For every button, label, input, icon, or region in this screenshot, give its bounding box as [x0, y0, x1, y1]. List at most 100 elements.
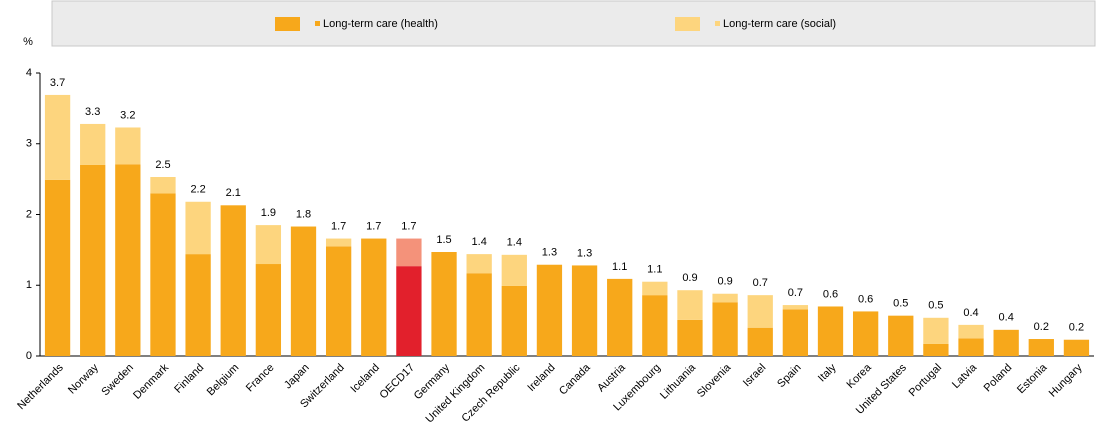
bar-segment [501, 254, 527, 286]
legend-marker [715, 21, 720, 26]
bar-segment [325, 246, 352, 356]
total-label: 3.2 [120, 109, 135, 121]
bar-segment [993, 329, 1019, 356]
bar-segment [466, 273, 492, 356]
bar-segment [747, 295, 773, 328]
legend-swatch [275, 17, 300, 31]
total-label: 2.1 [226, 187, 241, 199]
bar-segment [923, 343, 949, 356]
bar-segment [817, 306, 844, 356]
x-tick-label: Portugal [907, 362, 944, 399]
bar-segment [501, 285, 527, 356]
total-label: 1.3 [577, 247, 592, 259]
bar-segment [571, 265, 598, 356]
x-tick-label: Denmark [131, 361, 171, 401]
total-label: 0.4 [999, 312, 1014, 324]
x-tick-label: Poland [982, 362, 1015, 395]
bar-segment [396, 266, 422, 356]
legend-box [51, 0, 1096, 47]
bar-segment [115, 127, 141, 165]
y-tick-label: 3 [26, 138, 32, 150]
bar-segment [466, 254, 492, 274]
x-tick-label: Spain [775, 362, 803, 390]
bar-segment [255, 225, 282, 265]
x-tick-label: Italy [816, 361, 839, 384]
bar-segment [44, 94, 71, 180]
total-label: 0.6 [858, 293, 873, 305]
total-label: 1.1 [647, 264, 662, 276]
bar-segment [220, 205, 246, 356]
bar-segment [150, 193, 176, 356]
x-tick-label: Ireland [525, 362, 557, 394]
bar-segment [185, 201, 211, 255]
bar-segment [642, 295, 668, 356]
bar-segment [1063, 339, 1090, 356]
total-label: 0.9 [717, 276, 732, 288]
y-tick-label: 2 [26, 208, 32, 220]
total-label: 0.6 [823, 288, 838, 300]
bar-segment [44, 179, 71, 356]
bar-segment [255, 264, 282, 356]
total-label: 1.7 [366, 220, 381, 232]
bar-segment [712, 293, 738, 303]
total-label: 0.7 [788, 287, 803, 299]
total-label: 0.2 [1069, 322, 1084, 334]
bar-segment [958, 338, 984, 356]
total-label: 0.7 [753, 277, 768, 289]
bar-segment [852, 311, 879, 356]
x-tick-label: Iceland [348, 362, 382, 396]
total-label: 3.3 [85, 106, 100, 118]
total-label: 1.4 [472, 236, 487, 248]
total-label: 1.8 [296, 208, 311, 220]
bar-segment [80, 123, 106, 165]
x-tick-label: Slovenia [695, 361, 734, 400]
x-tick-label: Korea [845, 361, 875, 391]
total-label: 1.3 [542, 247, 557, 259]
bar-segment [712, 302, 738, 356]
x-tick-label: Norway [66, 361, 101, 396]
bar-segment [642, 281, 668, 296]
bar-segment [115, 164, 141, 356]
bar-segment [958, 324, 984, 339]
bar-segment [782, 305, 809, 310]
x-tick-label: Latvia [950, 361, 980, 391]
x-tick-label: Canada [557, 361, 593, 397]
x-tick-label: Estonia [1015, 361, 1050, 396]
bar-segment [396, 238, 422, 267]
legend-label: Long-term care (health) [323, 18, 438, 30]
total-label: 1.5 [436, 234, 451, 246]
bar-segment [431, 251, 457, 356]
total-label: 3.7 [50, 77, 65, 89]
x-tick-label: Austria [595, 361, 628, 394]
bar-segment [361, 238, 387, 356]
bar-segment [325, 238, 352, 247]
y-tick-label: 0 [26, 350, 32, 362]
total-label: 1.7 [401, 220, 416, 232]
x-tick-label: France [244, 362, 277, 395]
bar-segment [1028, 339, 1054, 356]
total-label: 1.4 [507, 237, 522, 249]
x-tick-label: Lithuania [658, 361, 699, 402]
x-tick-label: OECD17 [377, 362, 417, 402]
total-label: 0.5 [928, 300, 943, 312]
total-label: 0.4 [963, 307, 978, 319]
bar-segment [185, 254, 211, 356]
total-label: 2.5 [155, 159, 170, 171]
bar-segment [888, 315, 914, 356]
legend-label: Long-term care (social) [723, 18, 836, 30]
total-label: 2.2 [190, 184, 205, 196]
total-label: 0.2 [1034, 321, 1049, 333]
x-tick-label: Netherlands [15, 361, 66, 412]
bar-segment [677, 290, 703, 320]
bar-segment [536, 264, 563, 356]
y-tick-label: 1 [26, 279, 32, 291]
total-label: 0.5 [893, 298, 908, 310]
bar-segment [782, 309, 809, 356]
bar-segment [677, 319, 703, 356]
x-tick-label: Japan [282, 362, 312, 392]
total-label: 1.1 [612, 261, 627, 273]
total-label: 1.9 [261, 207, 276, 219]
x-tick-label: Finland [172, 362, 206, 396]
